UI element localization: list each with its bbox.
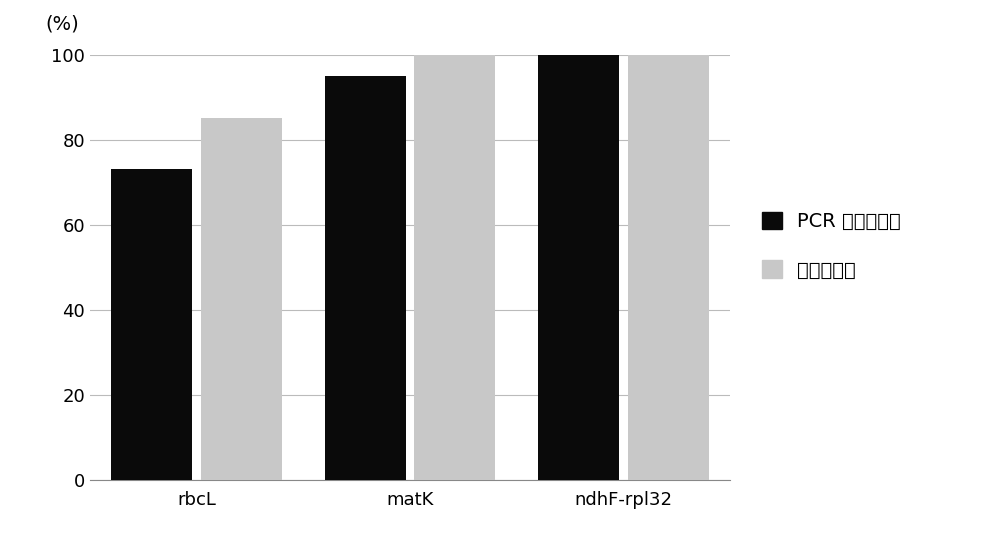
Bar xyxy=(325,76,406,480)
Bar xyxy=(414,54,495,480)
Bar xyxy=(111,169,192,480)
Text: (%): (%) xyxy=(45,14,79,33)
Legend: PCR 扩增成功率, 测序成功率: PCR 扩增成功率, 测序成功率 xyxy=(753,202,911,289)
Bar xyxy=(628,54,709,480)
Bar xyxy=(538,54,619,480)
Bar xyxy=(201,118,282,480)
